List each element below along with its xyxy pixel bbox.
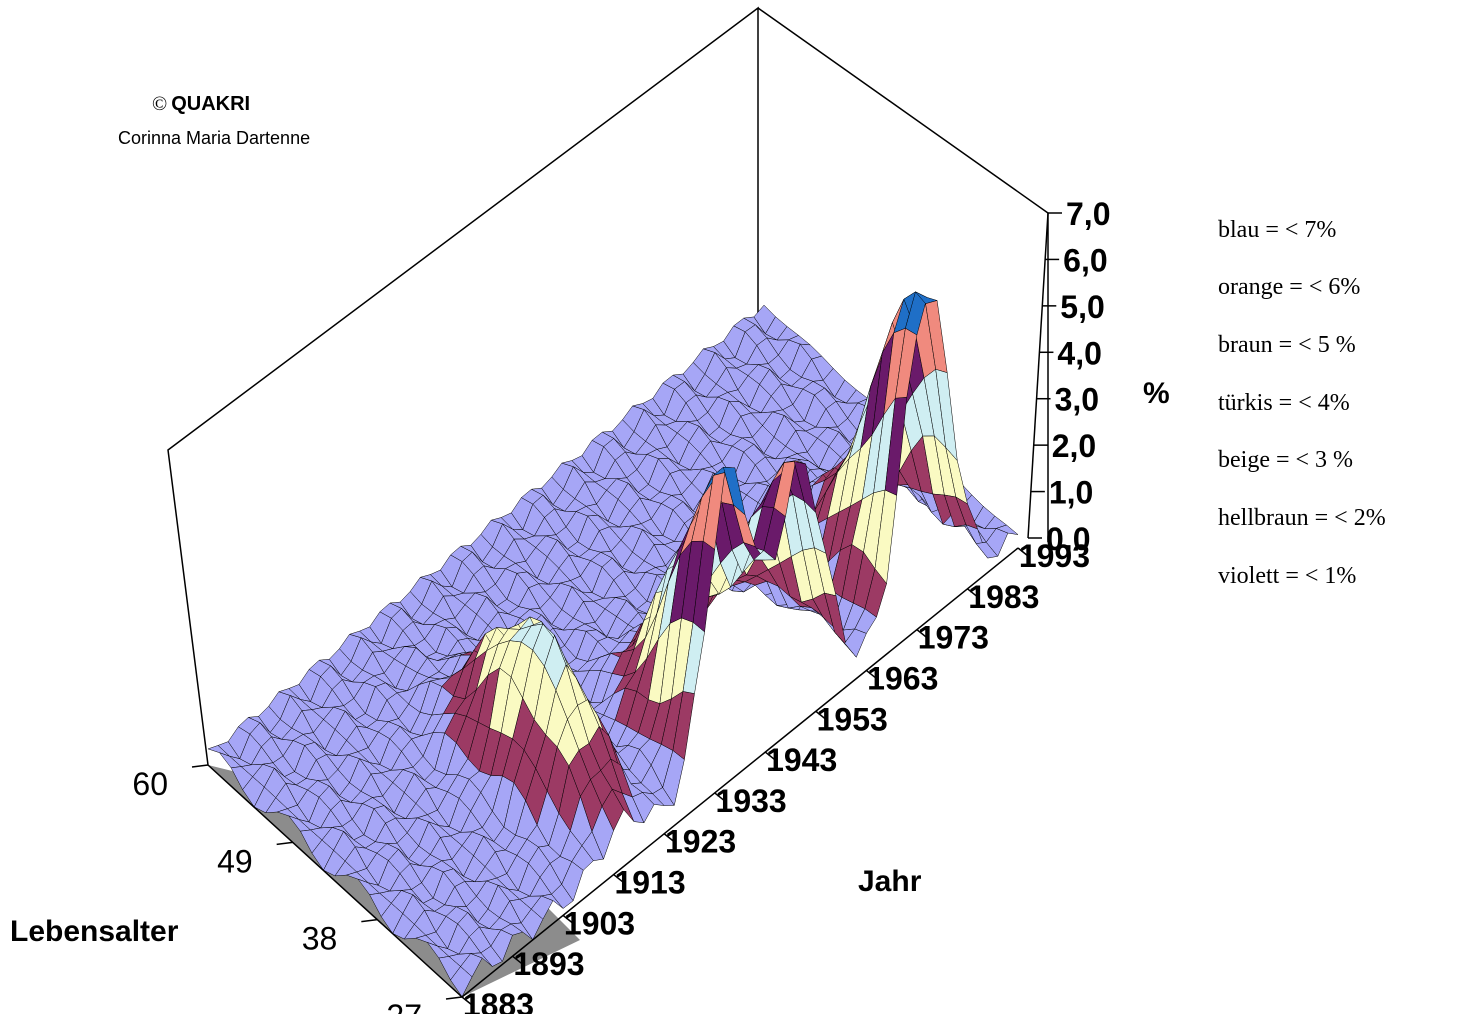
age-tick <box>361 918 378 923</box>
year-tick-label: 1943 <box>766 742 837 778</box>
year-tick <box>512 955 524 965</box>
owner-name: QUAKRI <box>171 93 251 115</box>
year-tick-label: 1913 <box>614 865 685 901</box>
age-axis-ticks <box>191 764 463 1000</box>
chart-axes <box>191 212 1062 1006</box>
age-tick-label: 49 <box>217 843 253 879</box>
value-tick-label: 2,0 <box>1052 428 1096 464</box>
copyright-owner: © QUAKRI <box>152 93 250 116</box>
value-tick-labels: 0,0 1,0 2,0 3,0 4,0 5,0 6,0 7,0 <box>1046 196 1110 557</box>
legend-item-tuerkis: türkis = < 4% <box>1218 390 1350 416</box>
age-tick-label: 60 <box>132 766 168 802</box>
surface-cell <box>995 524 1019 535</box>
age-tick-label: 27 <box>386 998 422 1014</box>
year-tick-labels: 1883 1893 1903 1913 1923 1933 1943 1953 1963 1973… <box>463 538 1090 1014</box>
year-tick <box>562 914 574 924</box>
value-tick-label: 3,0 <box>1055 382 1099 418</box>
year-tick-label: 1933 <box>716 783 787 819</box>
value-tick-label: 1,0 <box>1049 475 1093 511</box>
year-tick <box>714 792 726 802</box>
x-axis-label: Jahr <box>858 865 922 898</box>
year-tick-label: 1893 <box>513 946 584 982</box>
author-name: Corinna Maria Dartenne <box>118 128 311 148</box>
value-tick-label: 6,0 <box>1063 242 1107 278</box>
surface-mesh <box>207 291 1019 998</box>
value-tick-label: 7,0 <box>1066 196 1110 232</box>
year-tick <box>663 833 675 843</box>
legend-item-beige: beige = < 3 % <box>1218 447 1354 473</box>
value-tick-label: 4,0 <box>1057 335 1101 371</box>
left-back-wall <box>167 6 759 766</box>
year-tick-label: 1963 <box>867 660 938 696</box>
legend-item-violett: violett = < 1% <box>1218 563 1357 589</box>
year-tick-label: 1903 <box>564 905 635 941</box>
legend-item-orange: orange = < 6% <box>1218 274 1361 300</box>
value-tick-label: 0,0 <box>1046 521 1090 557</box>
copyright-symbol: © <box>152 93 168 115</box>
year-axis-ticks <box>461 547 1029 1006</box>
legend-item-blau: blau = < 7% <box>1218 217 1337 243</box>
year-tick-label: 1993 <box>1019 538 1090 574</box>
year-tick-label: 1983 <box>968 579 1039 615</box>
legend-item-braun: braun = < 5 % <box>1218 332 1356 358</box>
year-tick-label: 1953 <box>817 701 888 737</box>
legend-item-hellbraun: hellbraun = < 2% <box>1218 505 1386 531</box>
value-tick-label: 5,0 <box>1060 289 1104 325</box>
year-tick-label: 1973 <box>918 620 989 656</box>
year-tick <box>916 629 928 639</box>
year-axis-line <box>461 547 1019 998</box>
age-tick-labels: 27 38 49 60 <box>132 766 422 1014</box>
year-tick <box>1017 547 1029 557</box>
year-tick <box>865 669 877 680</box>
age-axis-line <box>207 764 463 998</box>
year-tick <box>461 996 473 1006</box>
age-tick <box>445 996 463 1000</box>
y-axis-label: Lebensalter <box>10 915 179 948</box>
age-tick-label: 38 <box>302 921 338 957</box>
year-tick <box>966 588 978 598</box>
year-tick <box>613 873 625 884</box>
year-tick-label: 1883 <box>463 987 534 1014</box>
value-axis-ticks <box>1028 212 1062 539</box>
z-axis-label: % <box>1143 377 1170 410</box>
year-tick-label: 1923 <box>665 824 736 860</box>
age-tick <box>276 841 293 846</box>
value-axis-line <box>1027 212 1049 539</box>
year-tick <box>764 751 776 761</box>
year-tick <box>815 710 827 720</box>
age-tick <box>191 764 209 768</box>
